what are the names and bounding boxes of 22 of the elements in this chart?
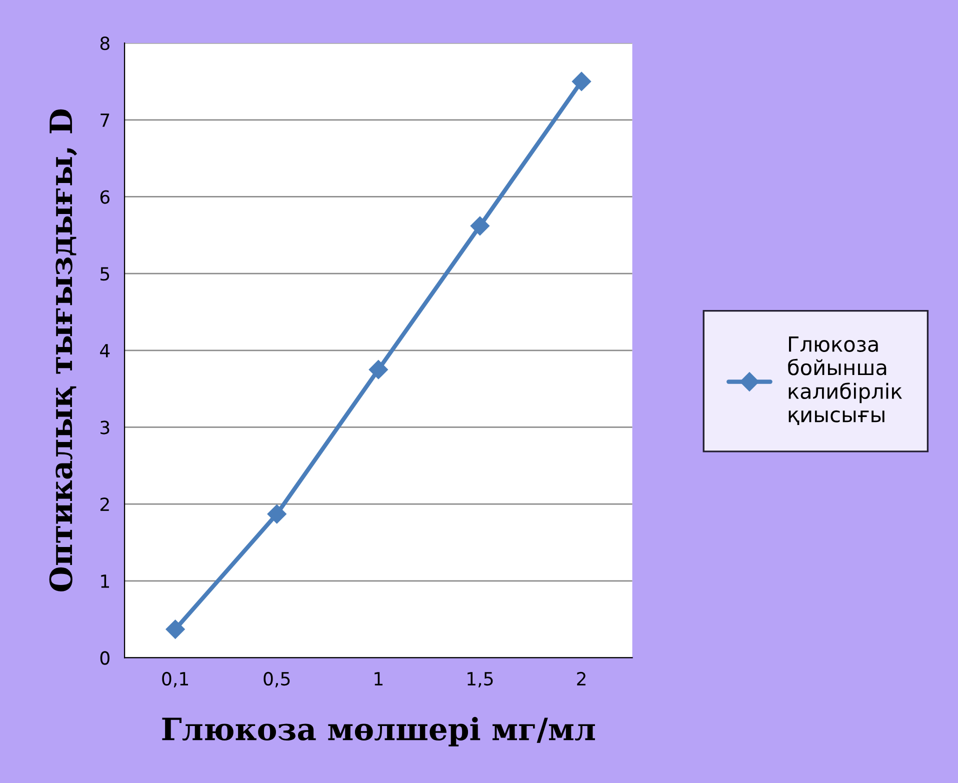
y-tick-label: 8 [100, 36, 110, 50]
point [470, 216, 490, 236]
x-tick-label: 1 [374, 672, 382, 686]
point [572, 72, 592, 92]
x-tick-label: 0,5 [264, 672, 290, 688]
y-tick-label: 0 [100, 651, 110, 665]
y-tick-label: 2 [100, 498, 109, 511]
point [368, 360, 388, 380]
x-axis-title: Глюкоза мөлшері мг/мл [162, 716, 595, 746]
x-tick-label: 2 [577, 672, 586, 686]
x-tick-label: 1,5 [468, 672, 493, 688]
y-tick-label: 3 [100, 420, 110, 434]
y-tick-label: 4 [100, 344, 110, 358]
point [166, 620, 185, 639]
y-axis-title: Оптикалық тығыздығы, D [49, 109, 78, 592]
legend-label: Глюкоза бойынша калибірлік қиысығы [788, 336, 902, 425]
x-tick-label: 0,1 [162, 672, 188, 688]
y-tick-label: 7 [100, 114, 110, 127]
y-tick-label: 1 [101, 574, 109, 588]
y-tick-label: 5 [100, 267, 110, 281]
point [267, 504, 286, 524]
y-tick-label: 6 [100, 190, 110, 204]
